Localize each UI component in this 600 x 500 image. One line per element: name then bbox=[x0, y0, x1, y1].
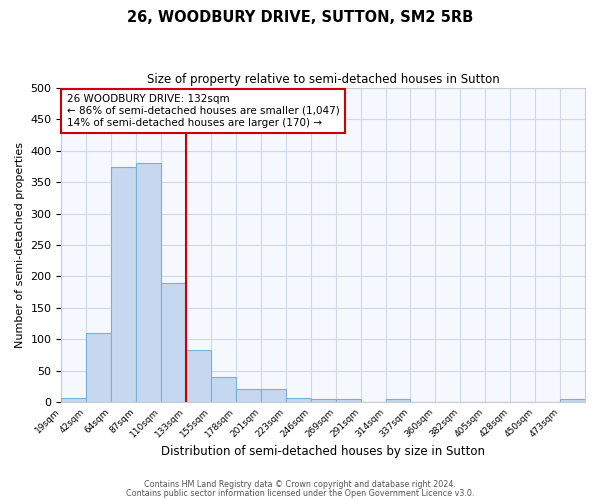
Bar bbox=[211, 377, 236, 402]
X-axis label: Distribution of semi-detached houses by size in Sutton: Distribution of semi-detached houses by … bbox=[161, 444, 485, 458]
Bar bbox=[286, 398, 311, 402]
Bar bbox=[86, 333, 111, 402]
Y-axis label: Number of semi-detached properties: Number of semi-detached properties bbox=[15, 142, 25, 348]
Bar bbox=[161, 282, 186, 402]
Bar bbox=[236, 390, 261, 402]
Bar bbox=[560, 400, 585, 402]
Bar bbox=[335, 399, 361, 402]
Bar bbox=[311, 399, 335, 402]
Text: Contains public sector information licensed under the Open Government Licence v3: Contains public sector information licen… bbox=[126, 488, 474, 498]
Bar bbox=[136, 164, 161, 402]
Text: Contains HM Land Registry data © Crown copyright and database right 2024.: Contains HM Land Registry data © Crown c… bbox=[144, 480, 456, 489]
Title: Size of property relative to semi-detached houses in Sutton: Size of property relative to semi-detach… bbox=[147, 72, 500, 86]
Bar bbox=[386, 400, 410, 402]
Text: 26 WOODBURY DRIVE: 132sqm
← 86% of semi-detached houses are smaller (1,047)
14% : 26 WOODBURY DRIVE: 132sqm ← 86% of semi-… bbox=[67, 94, 340, 128]
Text: 26, WOODBURY DRIVE, SUTTON, SM2 5RB: 26, WOODBURY DRIVE, SUTTON, SM2 5RB bbox=[127, 10, 473, 25]
Bar bbox=[111, 166, 136, 402]
Bar bbox=[186, 350, 211, 402]
Bar bbox=[61, 398, 86, 402]
Bar bbox=[261, 390, 286, 402]
